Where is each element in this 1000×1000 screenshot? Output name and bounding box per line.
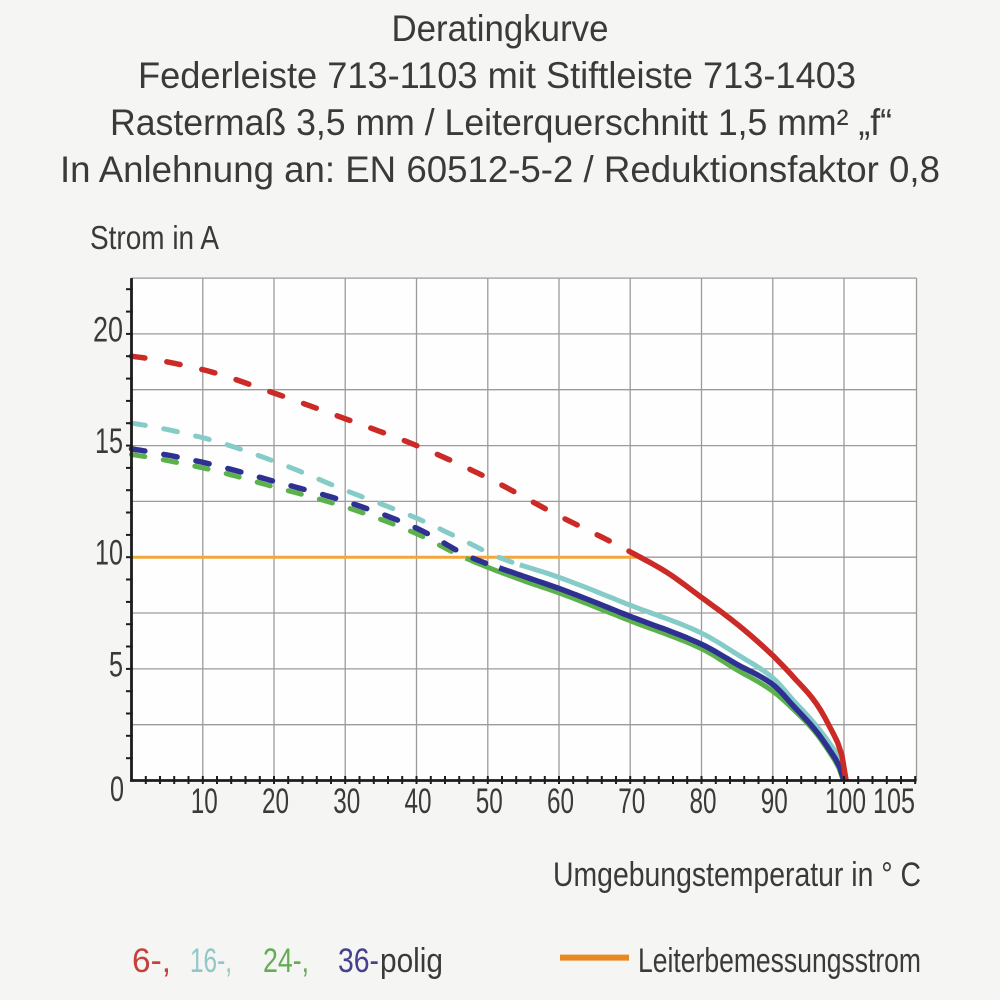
svg-text:Strom in A: Strom in A <box>90 219 219 256</box>
svg-text:5: 5 <box>109 645 123 684</box>
svg-text:Leiterbemessungsstrom: Leiterbemessungsstrom <box>638 942 921 980</box>
svg-text:Federleiste 713-1103 mit Stift: Federleiste 713-1103 mit Stiftleiste 713… <box>138 55 856 96</box>
svg-text:10: 10 <box>95 534 123 573</box>
svg-text:50: 50 <box>476 782 503 821</box>
svg-text:70: 70 <box>618 782 645 821</box>
svg-text:40: 40 <box>405 782 432 821</box>
svg-text:20: 20 <box>262 782 289 821</box>
svg-text:100: 100 <box>825 782 866 821</box>
svg-text:polig: polig <box>380 942 443 980</box>
svg-text:105: 105 <box>873 782 915 821</box>
svg-text:16-,: 16-, <box>190 942 232 980</box>
svg-text:24-,: 24-, <box>263 942 309 980</box>
svg-text:30: 30 <box>333 782 360 821</box>
svg-text:10: 10 <box>191 782 218 821</box>
svg-text:Rastermaß 3,5 mm / Leiterquers: Rastermaß 3,5 mm / Leiterquerschnitt 1,5… <box>110 102 892 143</box>
svg-text:Umgebungstemperatur in ° C: Umgebungstemperatur in ° C <box>553 856 921 894</box>
svg-text:20: 20 <box>93 310 123 349</box>
svg-text:90: 90 <box>761 782 788 821</box>
svg-text:In Anlehnung an: EN 60512-5-2: In Anlehnung an: EN 60512-5-2 / Reduktio… <box>60 149 940 190</box>
svg-text:36-: 36- <box>338 942 379 980</box>
svg-text:0: 0 <box>110 770 124 809</box>
svg-text:6-,: 6-, <box>132 942 171 980</box>
svg-text:Deratingkurve: Deratingkurve <box>392 8 609 49</box>
svg-text:80: 80 <box>690 782 717 821</box>
svg-text:15: 15 <box>95 422 123 461</box>
svg-text:60: 60 <box>547 782 574 821</box>
